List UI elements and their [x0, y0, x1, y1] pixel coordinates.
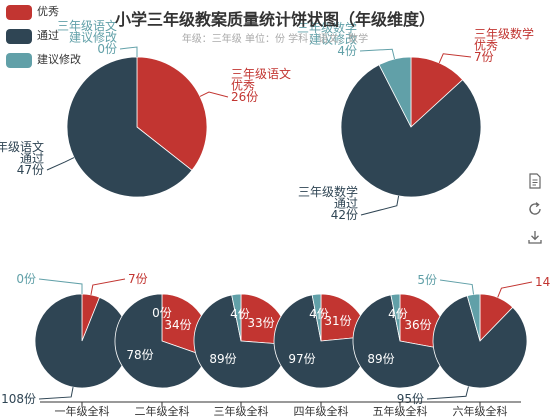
axis-tick-label: 一年级全科 [55, 404, 110, 418]
axis-tick-label: 六年级全科 [453, 404, 508, 418]
legend-item-revise[interactable]: 建议修改 [4, 50, 134, 74]
pie-slice[interactable] [66, 56, 193, 198]
axis-tick-label: 二年级全科 [135, 404, 190, 418]
slice-label: 14份 [535, 275, 550, 289]
axis-tick-label: 五年级全科 [373, 404, 428, 418]
legend-item-excellent[interactable]: 优秀 [4, 2, 134, 26]
slice-label: 108份 [1, 392, 36, 406]
chart-title: 小学三年级教案质量统计饼状图（年级维度） [114, 10, 435, 29]
label-line [90, 278, 126, 295]
pie-slice[interactable] [231, 293, 242, 342]
pie-slice[interactable] [378, 56, 412, 128]
label-line [439, 279, 475, 295]
pie-slice[interactable] [410, 56, 464, 128]
slice-label: 97份 [288, 352, 315, 366]
pie-1 [66, 56, 208, 198]
pie-slice[interactable] [136, 56, 208, 171]
pie-6 [273, 293, 369, 389]
legend-label: 优秀 [37, 5, 59, 18]
label-line [359, 48, 396, 60]
slice-label: 三年级数学通过 42份 [298, 184, 358, 222]
slice-label: 7份 [128, 272, 148, 286]
pie-slice[interactable] [193, 294, 289, 389]
slice-label: 4份 [230, 307, 250, 321]
pie-2 [340, 56, 482, 198]
data-view-icon[interactable] [526, 172, 544, 190]
pie-3 [34, 293, 130, 389]
pie-slice[interactable] [390, 293, 401, 342]
slice-label: 0份 [16, 272, 36, 286]
save-image-icon[interactable] [526, 228, 544, 246]
legend-item-pass[interactable]: 通过 [4, 26, 134, 50]
axis-tick-label: 四年级全科 [294, 404, 349, 418]
slice-label: 78份 [126, 348, 153, 362]
pie-8 [432, 293, 528, 389]
pie-slice[interactable] [311, 293, 322, 342]
slice-label: 4份 [388, 307, 408, 321]
slice-label: 三年级语文建议修改 0份 [57, 18, 117, 56]
legend-label: 通过 [37, 29, 59, 42]
slice-label: 89份 [209, 352, 236, 366]
legend: 优秀 通过 建议修改 [4, 2, 134, 74]
label-line [199, 91, 229, 98]
pie-slice[interactable] [352, 294, 447, 389]
category-axis: 一年级全科 二年级全科 三年级全科 四年级全科 五年级全科 六年级全科 [40, 401, 521, 418]
label-line [38, 278, 83, 294]
restore-icon[interactable] [526, 200, 544, 218]
label-line [119, 46, 138, 57]
legend-swatch [6, 53, 32, 68]
slice-label: 34份 [164, 318, 191, 332]
label-line [438, 53, 472, 64]
slice-label: 0份 [152, 306, 172, 320]
slice-label: 三年级语文优秀 26份 [231, 66, 291, 104]
slice-label: 95份 [397, 392, 424, 406]
legend-swatch [6, 29, 32, 44]
toolbox [526, 172, 546, 256]
label-line [46, 157, 75, 171]
legend-swatch [6, 5, 32, 20]
slice-label: 4份 [309, 307, 329, 321]
label-line [360, 195, 400, 216]
pies-layer [34, 56, 528, 389]
label-line [426, 386, 469, 400]
slice-label: 三年级数学建议修改 4份 [297, 20, 357, 58]
slice-label: 89份 [367, 352, 394, 366]
slice-label: 31份 [324, 314, 351, 328]
slice-label: 36份 [404, 318, 431, 332]
pie-slice[interactable] [114, 293, 207, 389]
label-line [38, 387, 74, 400]
slice-label: 33份 [247, 316, 274, 330]
chart-subtitle: 年级：三年级 单位：份 学科：语文、数学 [181, 34, 369, 45]
label-line [497, 281, 533, 298]
legend-label: 建议修改 [37, 53, 81, 66]
slice-label: 三年级语文通过47份 [0, 139, 44, 177]
pie-slice[interactable] [432, 295, 528, 389]
axis-tick-label: 三年级全科 [214, 404, 269, 418]
slice-label: 5份 [417, 273, 437, 287]
slice-label: 三年级数学优秀 7份 [474, 26, 534, 64]
